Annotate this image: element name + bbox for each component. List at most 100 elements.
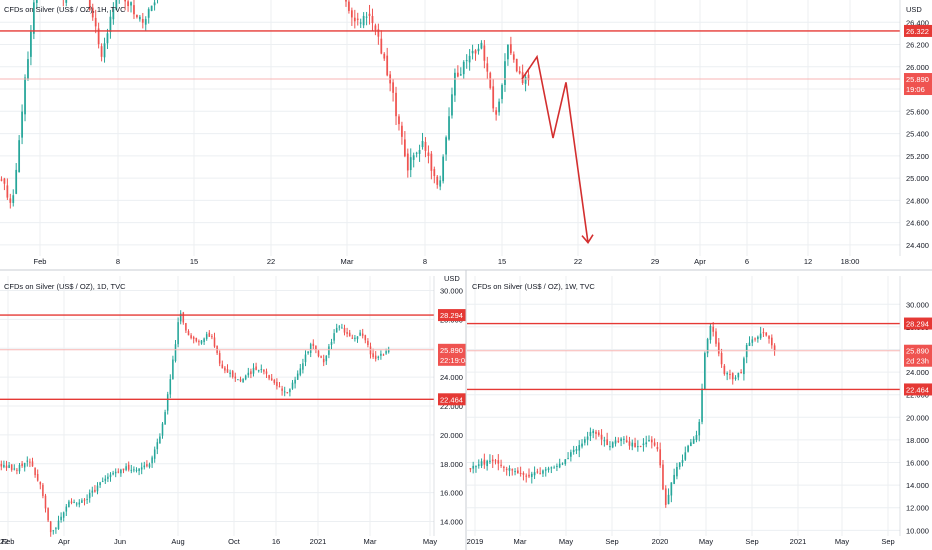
x-tick-label: Oct — [228, 537, 241, 546]
candle — [648, 435, 650, 442]
candle — [412, 152, 415, 168]
pane-1d[interactable]: CFDs on Silver (US$ / OZ), 1D, TVC USD 3… — [0, 274, 469, 546]
candle — [88, 0, 91, 11]
candle — [135, 467, 138, 473]
candle — [13, 464, 16, 471]
candle — [480, 40, 483, 50]
candle — [642, 438, 645, 452]
candle — [586, 431, 589, 446]
candle — [348, 0, 350, 14]
candle — [49, 520, 52, 537]
candle — [345, 0, 347, 7]
candle — [15, 163, 18, 195]
pane-1w[interactable]: CFDs on Silver (US$ / OZ), 1W, TVC 30.00… — [0, 276, 932, 546]
candle — [182, 311, 185, 325]
candle — [427, 145, 430, 164]
pane-1h[interactable]: CFDs on Silver (US$ / OZ), 1H, TVC USD 2… — [0, 0, 932, 266]
candle — [78, 499, 81, 508]
candles — [0, 310, 390, 537]
candle — [489, 71, 492, 90]
candle — [491, 455, 494, 469]
y-tick-label: 16.000 — [440, 489, 463, 498]
chart-title: CFDs on Silver (US$ / OZ), 1H, TVC — [4, 5, 126, 14]
candle — [94, 9, 97, 34]
candle — [242, 378, 244, 383]
candle — [296, 370, 299, 380]
candle — [597, 430, 600, 437]
candle — [369, 342, 372, 359]
candle — [639, 445, 642, 448]
candle — [380, 30, 383, 55]
candle — [511, 468, 514, 476]
projection-arrow[interactable] — [521, 54, 589, 243]
candle — [141, 12, 144, 29]
level-tag-label: 28.294 — [440, 311, 463, 320]
candle — [430, 151, 433, 180]
candle — [81, 498, 83, 504]
level-tag — [438, 393, 466, 406]
candle — [578, 440, 581, 458]
candle — [631, 439, 634, 451]
time-axis[interactable]: Feb 8 15 22 Mar 8 15 22 29 Apr 6 12 18:00 — [34, 257, 860, 266]
candle — [112, 470, 114, 476]
candle — [304, 350, 307, 367]
candle — [500, 459, 502, 468]
candle — [68, 499, 70, 508]
candle — [415, 151, 418, 158]
candle — [709, 323, 712, 344]
candle — [367, 338, 369, 348]
time-axis[interactable]: Feb Apr Jun Aug Oct 16 2021 Mar May — [2, 537, 438, 546]
candle — [247, 367, 250, 378]
candle — [469, 468, 472, 473]
candle — [117, 468, 120, 474]
candle — [278, 382, 281, 388]
candle — [60, 512, 62, 523]
candle — [603, 436, 606, 447]
candle — [486, 56, 489, 80]
candle — [112, 2, 115, 25]
candle — [734, 375, 737, 381]
candle — [592, 428, 595, 439]
candle — [257, 369, 260, 373]
candle — [517, 467, 519, 474]
candle — [751, 336, 754, 347]
x-tick-label: 22 — [267, 257, 275, 266]
time-axis[interactable]: 2019 Mar May Sep 2020 May Sep 2021 May Sep 2022 — [0, 537, 895, 546]
candle — [260, 364, 263, 373]
candle — [325, 355, 328, 365]
y-tick-label: 25.400 — [906, 130, 929, 139]
candle — [504, 53, 506, 92]
candle — [512, 51, 515, 63]
candle — [459, 67, 462, 76]
candle — [88, 489, 91, 503]
currency-label: USD — [906, 5, 922, 14]
candle — [524, 72, 527, 92]
countdown-label: 22:19:08 — [440, 356, 469, 365]
candle — [291, 380, 294, 390]
price-axis[interactable]: USD 26.40026.20026.00025.80025.60025.400… — [906, 5, 929, 250]
levels — [0, 30, 900, 80]
candle — [368, 4, 371, 25]
candle — [91, 486, 94, 497]
levels — [467, 322, 900, 391]
candle — [127, 461, 130, 472]
candle — [382, 353, 385, 356]
candle — [239, 376, 242, 383]
y-tick-label: 16.000 — [906, 459, 929, 468]
candle — [114, 468, 117, 478]
candle — [712, 322, 715, 337]
candles — [469, 322, 776, 508]
x-tick-label: Feb — [2, 537, 15, 546]
candle — [294, 376, 296, 389]
candle — [670, 482, 673, 503]
candle — [572, 445, 575, 455]
projection-arrowhead — [581, 234, 594, 244]
candle — [539, 467, 542, 475]
candle — [356, 336, 359, 343]
candle — [505, 466, 508, 476]
candle — [312, 339, 315, 349]
currency-label: USD — [444, 274, 460, 283]
candle — [501, 83, 503, 104]
candle — [748, 336, 751, 347]
